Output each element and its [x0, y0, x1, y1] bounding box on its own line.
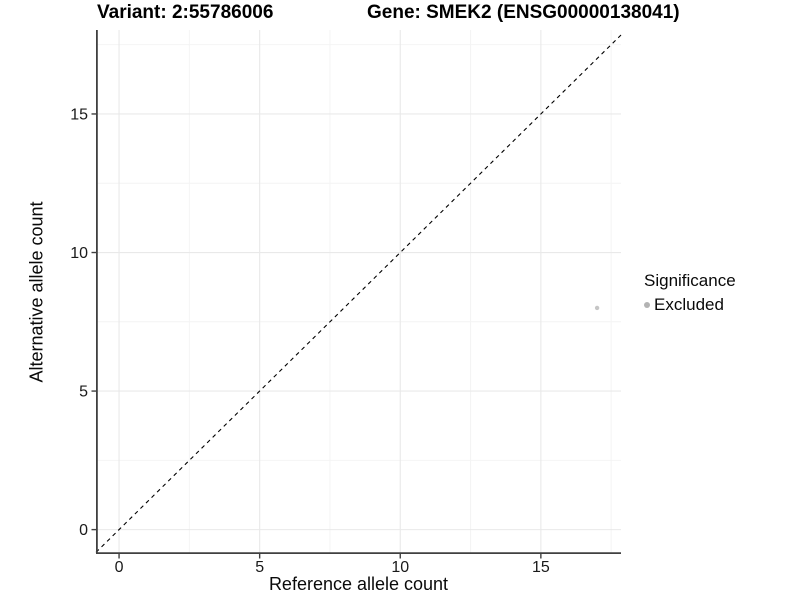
y-tick-label: 10	[70, 245, 88, 262]
x-tick-label: 5	[255, 559, 264, 576]
plot-panel: 0 5 10 15 0 5 10 15	[70, 30, 622, 576]
legend-item-label: Excluded	[654, 295, 724, 314]
excluded-point-icon	[644, 302, 650, 308]
x-tick-label: 0	[115, 559, 124, 576]
plot-title-variant: Variant: 2:55786006	[97, 2, 274, 23]
x-axis-title: Reference allele count	[268, 574, 449, 594]
x-tick-label: 15	[532, 559, 550, 576]
x-tick-label: 10	[391, 559, 409, 576]
identity-dashed-line	[95, 34, 622, 553]
plot-title-gene: Gene: SMEK2 (ENSG00000138041)	[367, 2, 680, 23]
y-tick-label: 15	[70, 106, 88, 123]
legend-item-excluded: Excluded	[644, 295, 736, 315]
y-tick-label: 5	[79, 384, 88, 401]
legend-title: Significance	[644, 271, 736, 290]
y-axis-title: Alternative allele count	[26, 201, 47, 383]
data-point	[594, 305, 600, 311]
y-tick-label: 0	[79, 522, 88, 539]
legend: Significance Excluded	[644, 271, 736, 315]
plot-canvas: 0 5 10 15 0 5 10 15	[70, 30, 622, 576]
